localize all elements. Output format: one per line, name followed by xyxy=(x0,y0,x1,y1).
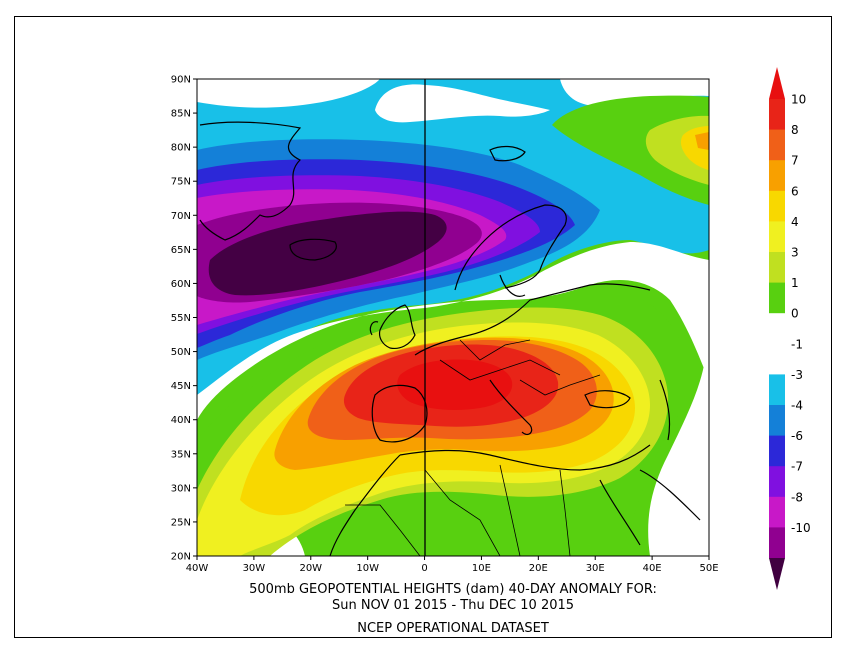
colorbar-label: 0 xyxy=(791,307,799,321)
colorbar-swatch xyxy=(769,282,785,314)
coastlines xyxy=(199,121,701,556)
field-zero-east xyxy=(648,250,709,556)
field-ne-orange xyxy=(695,132,709,150)
lat-label: 40N xyxy=(171,415,191,426)
colorbar-label: 6 xyxy=(791,184,799,198)
field-negative-core xyxy=(208,211,447,296)
lat-label: 75N xyxy=(171,177,191,188)
caption-title: 500mb GEOPOTENTIAL HEIGHTS (dam) 40-DAY … xyxy=(249,582,657,597)
lat-label: 25N xyxy=(171,517,191,528)
lat-label: 60N xyxy=(171,279,191,290)
colorbar-label: 4 xyxy=(791,215,799,229)
colorbar-swatch xyxy=(769,99,785,131)
colorbar-swatch xyxy=(769,313,785,345)
axis-ticks: 90N 85N 80N 75N 70N 65N 60N 55N 50N 45N 40N 35N 30N 2… xyxy=(171,75,719,575)
colorbar-label: -6 xyxy=(791,429,803,443)
colorbar-swatch xyxy=(769,160,785,192)
colorbar-swatch xyxy=(769,252,785,284)
colorbar-label: -3 xyxy=(791,368,803,382)
lon-label: 0 xyxy=(421,563,427,574)
lat-label: 55N xyxy=(171,313,191,324)
lon-label: 20E xyxy=(529,563,548,574)
lon-label: 40W xyxy=(186,563,209,574)
colorbar-swatch xyxy=(769,221,785,253)
lat-label: 45N xyxy=(171,381,191,392)
field-zero-arctic xyxy=(375,84,550,123)
lat-label: 85N xyxy=(171,109,191,120)
lon-label: 30E xyxy=(586,563,605,574)
lat-label: 80N xyxy=(171,143,191,154)
lon-label: 30W xyxy=(243,563,266,574)
lat-label: 35N xyxy=(171,449,191,460)
field-zero-band xyxy=(197,242,709,420)
colorbar-swatch xyxy=(769,190,785,222)
anomaly-field xyxy=(197,79,709,556)
borders xyxy=(345,339,601,556)
lat-label: 20N xyxy=(171,552,191,563)
colorbar-label: 7 xyxy=(791,154,799,168)
colorbar-label: 1 xyxy=(791,276,799,290)
caption-dates: Sun NOV 01 2015 - Thu DEC 10 2015 xyxy=(332,598,574,613)
colorbar-swatch xyxy=(769,129,785,161)
lat-label: 50N xyxy=(171,347,191,358)
field-positive-core xyxy=(397,359,513,410)
colorbar-swatch xyxy=(769,343,785,375)
colorbar-swatch xyxy=(769,435,785,467)
lon-label: 10W xyxy=(356,563,379,574)
colorbar-top-arrow xyxy=(769,67,785,99)
colorbar-label: -4 xyxy=(791,399,803,413)
colorbar-label: -7 xyxy=(791,460,803,474)
colorbar-label: 10 xyxy=(791,93,806,107)
lat-label: 70N xyxy=(171,211,191,222)
colorbar-label: 3 xyxy=(791,246,799,260)
lon-label: 50E xyxy=(699,563,718,574)
field-zero-arctic-3 xyxy=(560,79,709,106)
caption-dataset: NCEP OPERATIONAL DATASET xyxy=(357,621,549,636)
colorbar-label: -1 xyxy=(791,337,803,351)
lon-label: 10E xyxy=(472,563,491,574)
lat-label: 30N xyxy=(171,483,191,494)
colorbar-label: -8 xyxy=(791,490,803,504)
colorbar-swatch xyxy=(769,466,785,498)
figure-frame xyxy=(14,16,832,638)
colorbar-swatch xyxy=(769,374,785,406)
colorbar-swatch xyxy=(769,405,785,437)
colorbar-label: -10 xyxy=(791,521,811,535)
lon-label: 20W xyxy=(299,563,322,574)
colorbar-swatch xyxy=(769,527,785,559)
colorbar-bottom-arrow xyxy=(769,558,785,590)
lat-label: 90N xyxy=(171,75,191,86)
lat-label: 65N xyxy=(171,245,191,256)
lon-label: 40E xyxy=(643,563,662,574)
field-zero-arctic-2 xyxy=(197,79,380,108)
colorbar-swatch xyxy=(769,496,785,528)
colorbar-label: 8 xyxy=(791,123,799,137)
